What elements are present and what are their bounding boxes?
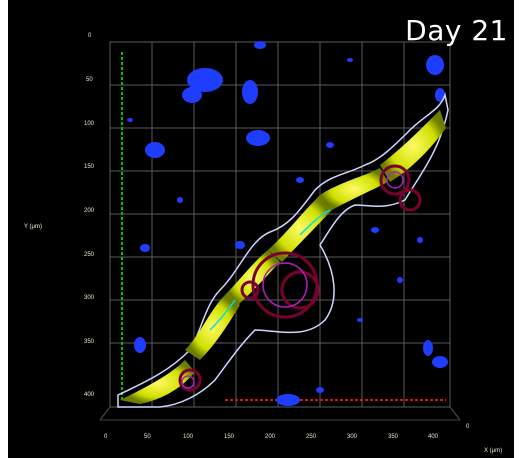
x-tick: 150 (224, 434, 235, 440)
y-tick: 150 (84, 164, 95, 170)
y-tick: 200 (84, 208, 95, 214)
x-tick: 100 (183, 434, 194, 440)
y-tick: 50 (86, 77, 93, 83)
x-tick: 300 (347, 434, 358, 440)
x-tick: 350 (388, 434, 399, 440)
y-tick: 0 (88, 33, 92, 39)
x-tick: 250 (306, 434, 317, 440)
vessel-highlights (181, 171, 404, 389)
z-axis-label: 0 (466, 424, 470, 430)
y-tick: 300 (84, 295, 95, 301)
x-tick: 50 (144, 434, 151, 440)
y-tick: 350 (84, 339, 95, 345)
nuclei-cluster (127, 41, 448, 406)
x-tick: 200 (265, 434, 276, 440)
x-tick: 400 (428, 434, 439, 440)
x-tick: 0 (104, 434, 108, 440)
y-tick: 100 (84, 121, 95, 127)
grid (99, 41, 461, 421)
cell-band-outline (117, 92, 449, 408)
day-label: Day 21 (405, 14, 508, 47)
y-tick: 250 (84, 252, 95, 258)
y-axis-label: Y (μm) (24, 224, 43, 230)
x-axis-label: X (μm) (484, 448, 503, 454)
cyan-streaks (209, 209, 331, 331)
vessel-structures (178, 164, 422, 392)
y-tick: 400 (84, 392, 95, 398)
